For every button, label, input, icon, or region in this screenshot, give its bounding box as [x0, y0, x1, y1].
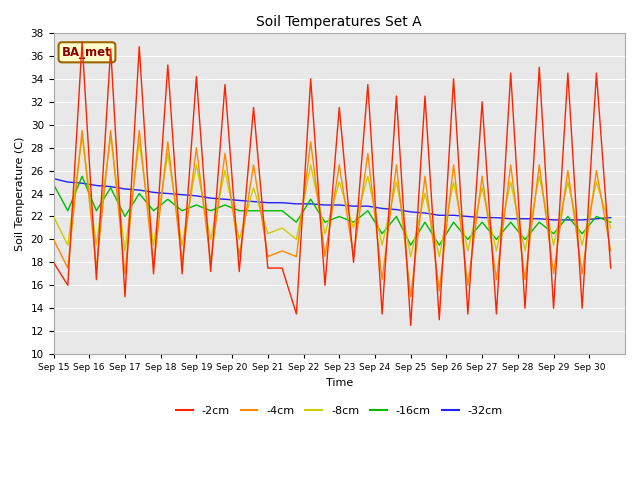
Title: Soil Temperatures Set A: Soil Temperatures Set A	[257, 15, 422, 29]
X-axis label: Time: Time	[326, 378, 353, 388]
Legend: -2cm, -4cm, -8cm, -16cm, -32cm: -2cm, -4cm, -8cm, -16cm, -32cm	[172, 401, 507, 420]
Y-axis label: Soil Temperature (C): Soil Temperature (C)	[15, 136, 25, 251]
Text: BA_met: BA_met	[62, 46, 112, 59]
